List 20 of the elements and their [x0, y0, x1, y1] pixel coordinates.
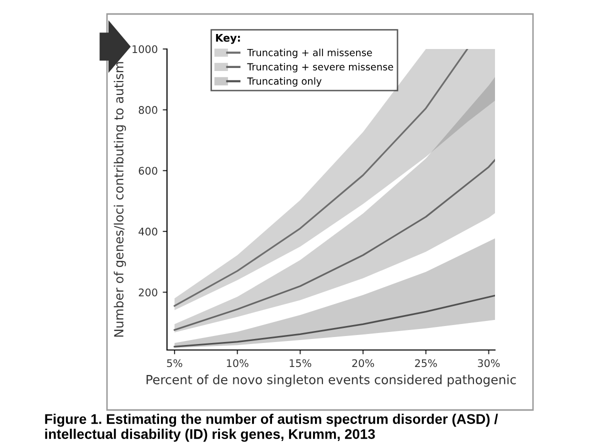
y-tick-label: 800 — [138, 106, 158, 114]
y-tick-label: 1000 — [132, 45, 158, 54]
y-axis-title: Number of genes/loci contributing to autism — [114, 62, 126, 337]
legend-label: Truncating + all missense — [247, 48, 372, 58]
line-series — [174, 159, 495, 331]
x-tick-label: 5% — [167, 359, 182, 368]
x-tick-label: 20% — [352, 359, 374, 368]
legend-label: Truncating + severe missense — [247, 62, 394, 72]
x-tick-label: 15% — [290, 359, 312, 368]
y-tick-label: 600 — [138, 166, 158, 175]
y-tick-label: 400 — [138, 228, 158, 236]
legend-label: Truncating only — [247, 77, 322, 87]
x-tick-label: 10% — [226, 359, 248, 368]
caption: Figure 1. Estimating the number of autism spectrum disorder (ASD) / intellectual disability (ID) risk genes, Krumm, 2013 — [45, 414, 498, 442]
line-series — [174, 294, 495, 348]
x-tick-label: 25% — [415, 359, 437, 368]
y-tick-label: 200 — [138, 288, 158, 296]
legend-title: Key: — [216, 34, 240, 44]
x-tick-label: 30% — [478, 359, 500, 368]
x-axis-title: Percent of de novo singleton events considered pathogenic — [146, 374, 516, 387]
